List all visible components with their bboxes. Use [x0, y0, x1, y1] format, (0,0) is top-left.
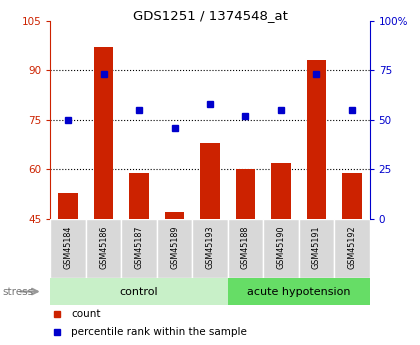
- Text: GSM45192: GSM45192: [347, 225, 356, 269]
- Bar: [50, 219, 86, 278]
- Bar: [192, 219, 228, 278]
- Text: GSM45184: GSM45184: [64, 226, 73, 269]
- Text: control: control: [120, 287, 158, 296]
- Text: acute hypotension: acute hypotension: [247, 287, 350, 296]
- Text: GSM45191: GSM45191: [312, 226, 321, 269]
- Bar: [157, 219, 192, 278]
- Text: GSM45193: GSM45193: [205, 226, 215, 269]
- Bar: [94, 47, 113, 219]
- Bar: [50, 278, 228, 305]
- Bar: [299, 219, 334, 278]
- Text: count: count: [71, 309, 101, 319]
- Bar: [165, 213, 184, 219]
- Text: GDS1251 / 1374548_at: GDS1251 / 1374548_at: [133, 9, 287, 22]
- Bar: [334, 219, 370, 278]
- Bar: [129, 173, 149, 219]
- Text: GSM45186: GSM45186: [99, 226, 108, 269]
- Text: percentile rank within the sample: percentile rank within the sample: [71, 327, 247, 337]
- Bar: [236, 169, 255, 219]
- Bar: [342, 173, 362, 219]
- Text: GSM45188: GSM45188: [241, 226, 250, 269]
- Text: GSM45190: GSM45190: [276, 226, 286, 269]
- Text: stress: stress: [2, 287, 33, 296]
- Bar: [121, 219, 157, 278]
- Bar: [86, 219, 121, 278]
- Bar: [271, 163, 291, 219]
- Bar: [200, 143, 220, 219]
- Text: GSM45189: GSM45189: [170, 226, 179, 269]
- Bar: [58, 193, 78, 219]
- Bar: [307, 60, 326, 219]
- Text: GSM45187: GSM45187: [134, 226, 144, 269]
- Bar: [228, 219, 263, 278]
- Bar: [263, 219, 299, 278]
- Bar: [228, 278, 370, 305]
